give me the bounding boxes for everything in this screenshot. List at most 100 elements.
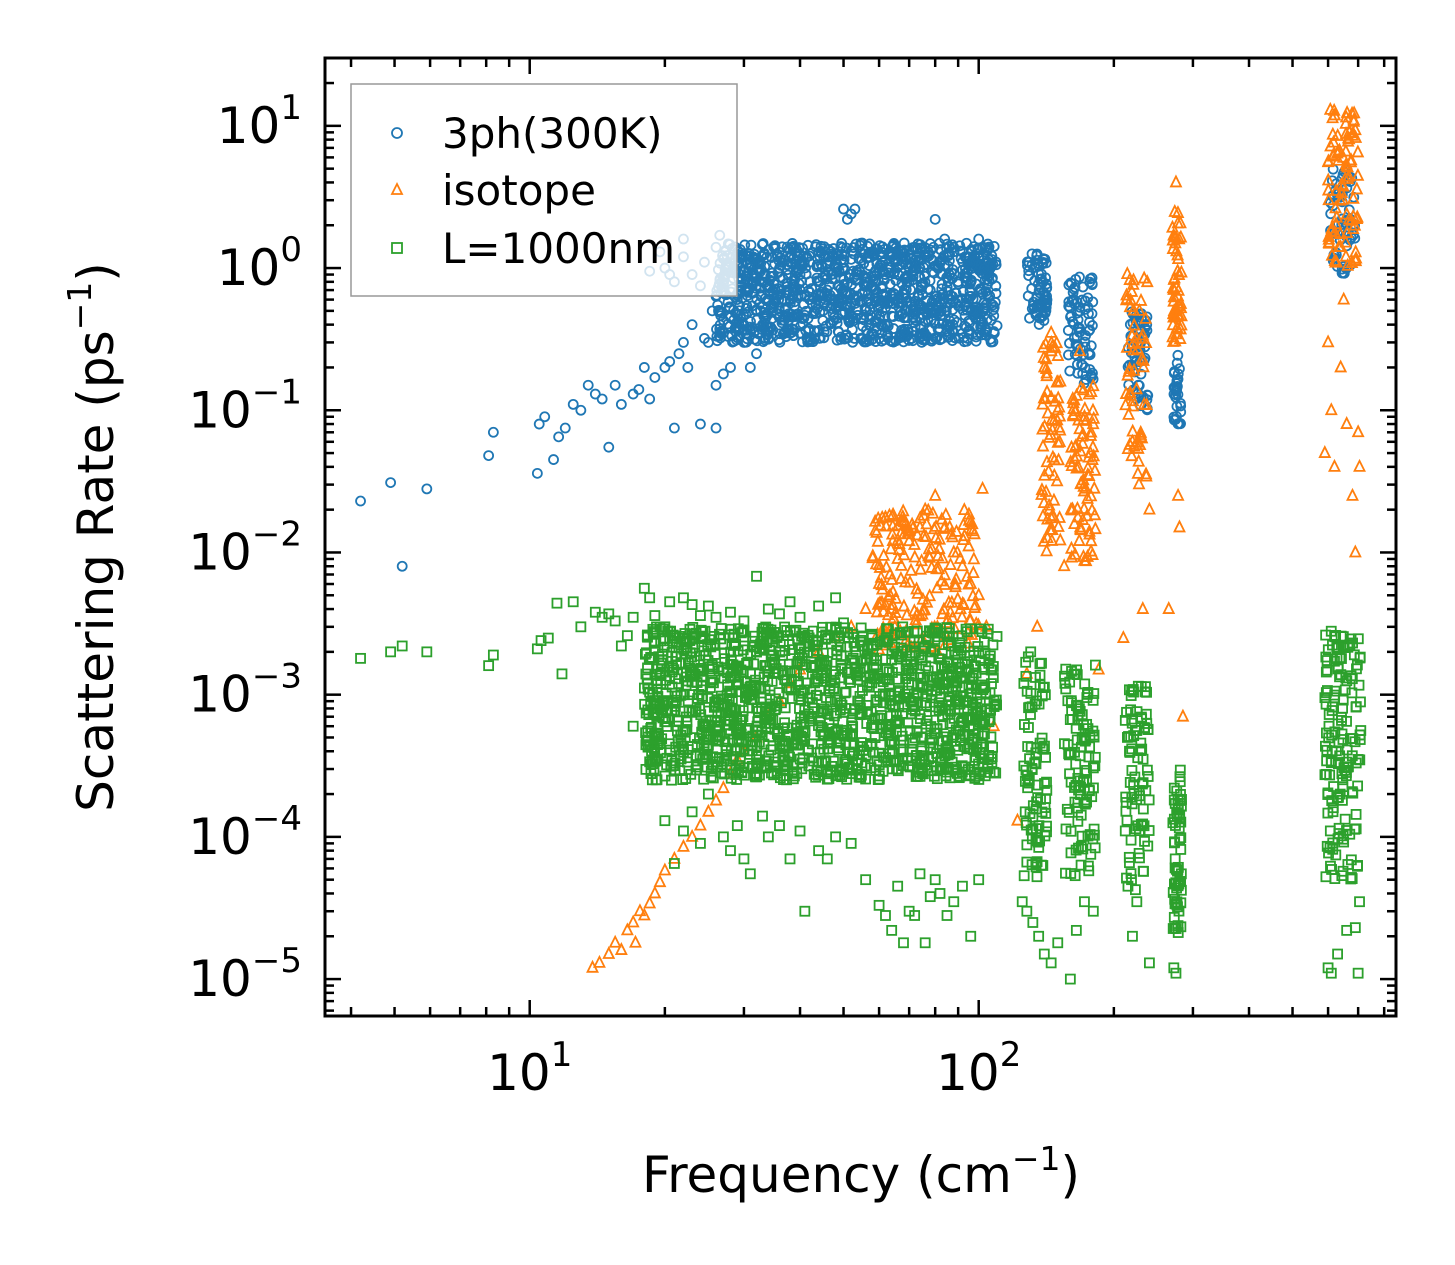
data-point [1031,300,1043,312]
data-point [738,853,750,865]
data-point [1171,487,1185,501]
data-point [743,248,755,259]
data-point [1132,453,1146,467]
data-point [987,718,1001,732]
data-point [1136,359,1150,373]
data-point [1039,778,1050,789]
data-point [1165,219,1179,233]
data-point [948,896,960,908]
data-point [1334,359,1348,373]
data-point [1322,231,1336,245]
data-point [831,250,843,262]
data-point [872,575,886,589]
data-point [962,656,973,668]
data-point [806,752,818,764]
data-point [984,707,996,719]
data-point [553,431,565,443]
data-point [920,660,932,672]
data-point [1136,601,1150,614]
data-point [1128,779,1139,791]
data-point [686,319,698,331]
data-point [1086,279,1098,291]
data-point [911,585,925,599]
data-point [959,268,971,279]
data-point [1134,292,1148,306]
data-point [909,910,921,921]
data-point [1337,702,1348,714]
y-axis-label: Scattering Rate (ps−1) [60,262,125,812]
data-point [1033,698,1045,710]
data-point [942,637,954,649]
data-point [976,480,990,494]
data-point [1131,896,1143,908]
data-point [832,312,843,324]
data-point [1140,397,1154,410]
data-point [633,903,647,917]
data-point [916,654,928,666]
data-point [1072,710,1084,722]
data-point [970,256,982,267]
data-point [1039,689,1051,701]
data-point [1124,745,1135,757]
data-point [1052,419,1066,433]
data-point [947,304,959,316]
data-point [849,203,861,215]
data-point [1074,301,1086,313]
data-point [1330,745,1342,757]
data-point [907,536,921,550]
data-point [1326,729,1338,741]
data-point [1125,834,1137,846]
data-point [922,283,934,295]
data-point [659,633,671,644]
data-point [944,327,955,339]
data-point [1137,865,1149,877]
data-point [1084,741,1096,753]
data-point [855,238,867,249]
data-point [1121,814,1133,826]
data-point [742,685,754,697]
data-point [987,259,999,271]
data-point [1073,343,1087,357]
data-point [695,418,706,430]
data-point [887,290,899,302]
data-point [1039,361,1053,375]
data-point [943,691,955,703]
data-point [865,706,877,718]
data-point [941,910,953,921]
data-point [731,745,743,757]
data-point [932,541,946,554]
data-point [1323,720,1335,732]
data-point [866,677,878,689]
data-point [1337,774,1349,786]
data-point [1327,102,1341,116]
data-point [756,289,768,301]
data-point [1084,424,1098,438]
data-point [1330,849,1342,861]
data-point [889,629,901,641]
data-point [1126,743,1138,755]
data-point [1027,917,1039,928]
data-point [854,239,866,251]
data-point [621,630,633,642]
data-point [1334,238,1348,252]
data-point [592,954,606,968]
data-point [741,324,753,336]
data-point [1348,649,1360,661]
data-point [644,393,656,405]
data-point [915,320,927,332]
data-point [651,774,663,786]
data-point [1142,723,1154,735]
data-point [725,745,737,757]
data-point [973,647,985,659]
data-point [755,258,767,269]
data-point [906,679,918,691]
data-point [1172,307,1186,321]
data-point [975,286,986,298]
data-point [965,930,977,942]
data-point [938,676,950,688]
data-point [1339,109,1353,123]
data-point [870,604,884,618]
data-point [1175,308,1188,322]
data-point [1130,884,1141,896]
data-point [1076,512,1090,525]
